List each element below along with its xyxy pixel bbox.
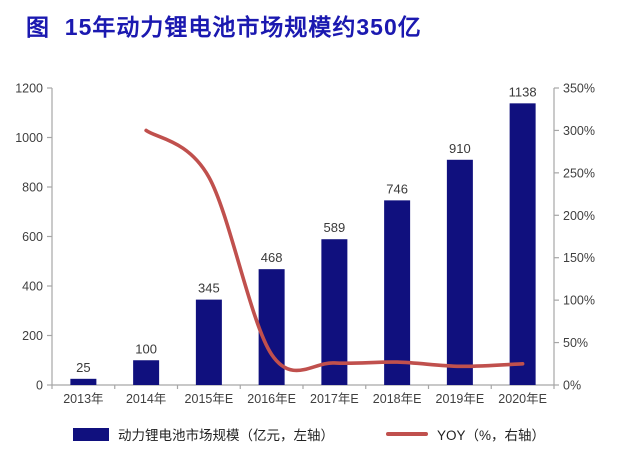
x-axis-category-label: 2017年E (310, 392, 359, 406)
legend: 动力锂电池市场规模（亿元，左轴） YOY（%，右轴） (0, 424, 618, 444)
bar-value-label: 100 (135, 341, 157, 356)
x-axis-category-label: 2016年E (247, 392, 296, 406)
bar-2016年E (258, 269, 285, 385)
legend-item-yoy: YOY（%，右轴） (385, 424, 545, 444)
bar-series-swatch-icon (72, 427, 109, 441)
legend-label-yoy: YOY（%，右轴） (436, 428, 545, 443)
bar-value-label: 25 (76, 360, 90, 375)
right-axis-tick-label: 300% (563, 124, 595, 138)
bar-2015年E (195, 299, 222, 385)
bar-value-label: 746 (386, 181, 408, 196)
left-axis-tick-label: 400 (22, 280, 43, 294)
right-axis-tick-label: 100% (563, 294, 595, 308)
bar-2017年E (321, 239, 348, 385)
x-axis-category-label: 2018年E (373, 392, 422, 406)
bar-value-label: 345 (198, 281, 220, 296)
left-axis-tick-label: 600 (22, 230, 43, 244)
bar-value-label: 468 (261, 250, 283, 265)
legend-item-market-size: 动力锂电池市场规模（亿元，左轴） (72, 424, 334, 444)
right-axis-tick-label: 350% (563, 82, 595, 96)
left-axis-tick-label: 1000 (15, 131, 43, 145)
x-axis-category-label: 2015年E (185, 392, 234, 406)
bar-value-label: 589 (324, 220, 346, 235)
chart-title: 图 15年动力锂电池市场规模约350亿 (26, 14, 422, 40)
yoy-line (144, 128, 525, 373)
bar-value-label: 1138 (509, 84, 537, 99)
x-axis-category-label: 2020年E (498, 392, 547, 406)
right-axis-tick-label: 200% (563, 209, 595, 223)
left-axis-tick-label: 1200 (15, 82, 43, 96)
right-axis-tick-label: 0% (563, 379, 581, 393)
bar-2013年 (70, 378, 97, 385)
right-axis-tick-label: 150% (563, 251, 595, 265)
line-series-swatch-icon (385, 432, 428, 436)
bar-2019年E (446, 159, 473, 385)
left-axis-tick-label: 800 (22, 181, 43, 195)
x-axis-category-label: 2014年 (126, 392, 166, 406)
left-axis-tick-label: 0 (36, 379, 43, 393)
bar-2018年E (384, 200, 411, 385)
legend-label-market-size: 动力锂电池市场规模（亿元，左轴） (117, 428, 334, 443)
bar-value-label: 910 (449, 141, 471, 156)
left-axis-tick-label: 200 (22, 329, 43, 343)
right-axis-tick-label: 250% (563, 166, 595, 180)
bar-2014年 (133, 360, 160, 385)
x-axis-category-label: 2013年 (63, 392, 103, 406)
bar-2020年E (509, 103, 536, 385)
x-axis-category-label: 2019年E (436, 392, 485, 406)
right-axis-tick-label: 50% (563, 336, 588, 350)
